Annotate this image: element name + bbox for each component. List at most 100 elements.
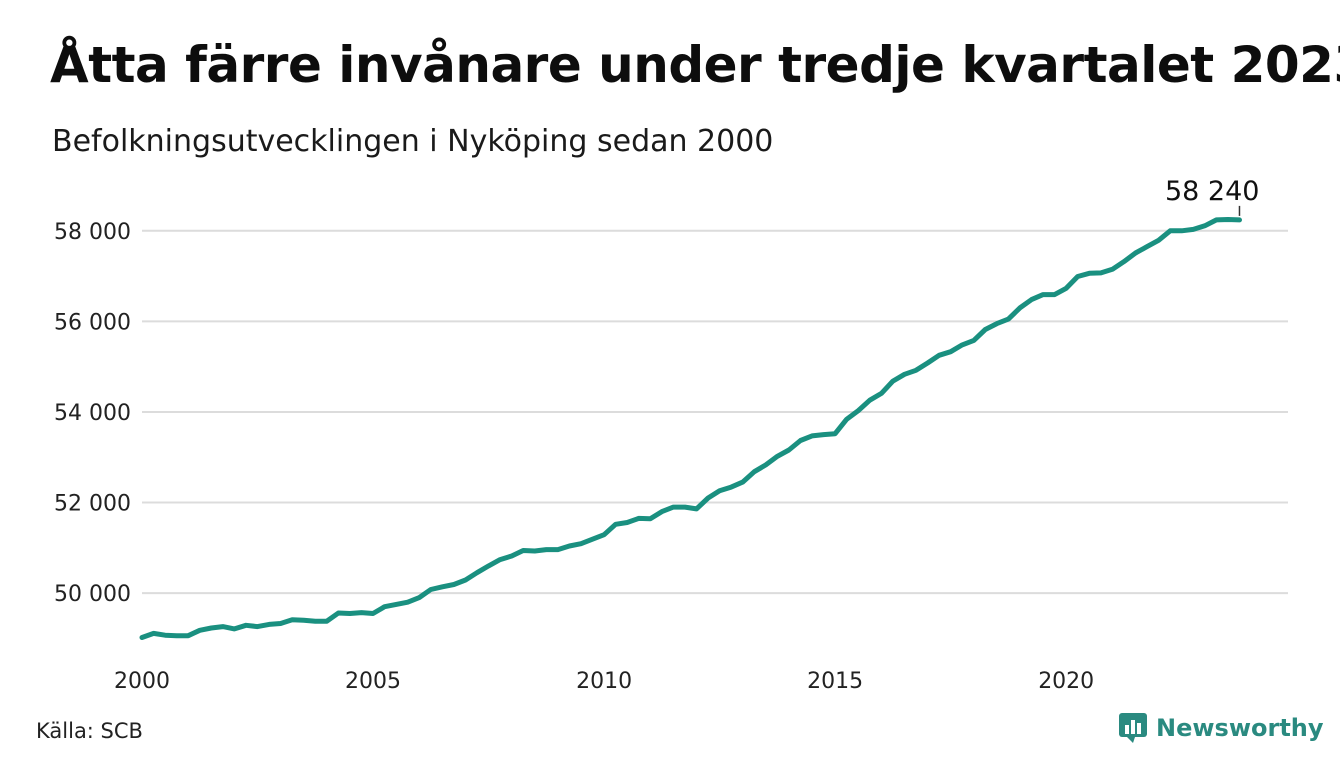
data-point [267, 622, 272, 627]
y-tick-label: 54 000 [54, 401, 131, 426]
data-point [417, 595, 422, 600]
data-point [682, 505, 687, 510]
data-point [590, 537, 595, 542]
data-point [648, 516, 653, 521]
data-point [567, 544, 572, 549]
data-point [625, 520, 630, 525]
data-point [532, 548, 537, 553]
data-point [1202, 223, 1207, 228]
data-point [994, 321, 999, 326]
data-point [1075, 274, 1080, 279]
data-point [1179, 228, 1184, 233]
data-point [209, 625, 214, 630]
data-point [613, 522, 618, 527]
x-tick-label: 2000 [114, 669, 170, 694]
data-point [451, 582, 456, 587]
data-point [1237, 217, 1242, 222]
data-point [1145, 244, 1150, 249]
x-axis: 2000 2005 2010 2015 2020 [114, 669, 1094, 694]
data-point [347, 611, 352, 616]
y-tick-label: 50 000 [54, 582, 131, 607]
data-point [475, 570, 480, 575]
data-point [278, 621, 283, 626]
data-point [914, 368, 919, 373]
data-point [775, 454, 780, 459]
data-point [1087, 271, 1092, 276]
data-point [174, 633, 179, 638]
chart-subtitle: Befolkningsutvecklingen i Nyköping sedan… [52, 124, 774, 159]
data-point [821, 432, 826, 437]
data-point [890, 379, 895, 384]
data-point [833, 431, 838, 436]
data-point [937, 353, 942, 358]
data-point [706, 496, 711, 501]
data-point [694, 506, 699, 511]
data-point [740, 480, 745, 485]
data-point [232, 626, 237, 631]
data-point [1017, 305, 1022, 310]
gridlines [142, 229, 1288, 595]
data-point [763, 462, 768, 467]
data-point [197, 628, 202, 633]
data-point [440, 584, 445, 589]
data-point [428, 587, 433, 592]
data-point [1121, 259, 1126, 264]
data-point [324, 619, 329, 624]
data-point [983, 327, 988, 332]
data-point [463, 577, 468, 582]
data-point [313, 619, 318, 624]
data-point [636, 516, 641, 521]
data-point [810, 433, 815, 438]
data-point [405, 600, 410, 605]
x-tick-label: 2010 [576, 669, 632, 694]
data-point [336, 611, 341, 616]
data-point [786, 447, 791, 452]
data-point [659, 509, 664, 514]
data-point [140, 635, 145, 640]
data-point [1041, 292, 1046, 297]
data-point [1133, 250, 1138, 255]
data-point [509, 553, 514, 558]
data-point [1110, 267, 1115, 272]
data-point [752, 469, 757, 474]
data-point [925, 361, 930, 366]
data-point [382, 604, 387, 609]
data-point [151, 631, 156, 636]
data-point [879, 391, 884, 396]
data-point [1098, 270, 1103, 275]
data-point [1052, 292, 1057, 297]
chart-title: Åtta färre invånare under tredje kvartal… [50, 36, 1340, 94]
y-tick-label: 56 000 [54, 310, 131, 335]
series-line [139, 217, 1242, 640]
data-point [1029, 297, 1034, 302]
data-point [671, 505, 676, 510]
data-point [602, 532, 607, 537]
annotation-layer: 58 240 [1165, 176, 1259, 216]
data-point [359, 610, 364, 615]
brand-name: Newsworthy [1156, 714, 1324, 742]
data-point [1168, 228, 1173, 233]
data-point [243, 623, 248, 628]
data-point [1064, 286, 1069, 291]
data-point [220, 624, 225, 629]
source-note: Källa: SCB [36, 719, 143, 743]
data-point [1225, 217, 1230, 222]
data-point [867, 398, 872, 403]
data-point [1156, 238, 1161, 243]
x-tick-label: 2020 [1038, 669, 1094, 694]
x-tick-label: 2005 [345, 669, 401, 694]
data-point [371, 611, 376, 616]
data-point [798, 438, 803, 443]
data-point [948, 349, 953, 354]
data-point [1191, 227, 1196, 232]
y-tick-label: 58 000 [54, 220, 131, 245]
data-point [971, 338, 976, 343]
data-point [255, 624, 260, 629]
data-point [729, 485, 734, 490]
data-point [186, 633, 191, 638]
y-tick-label: 52 000 [54, 492, 131, 517]
data-point [1006, 317, 1011, 322]
x-tick-label: 2015 [807, 669, 863, 694]
data-point [498, 557, 503, 562]
data-point [856, 408, 861, 413]
